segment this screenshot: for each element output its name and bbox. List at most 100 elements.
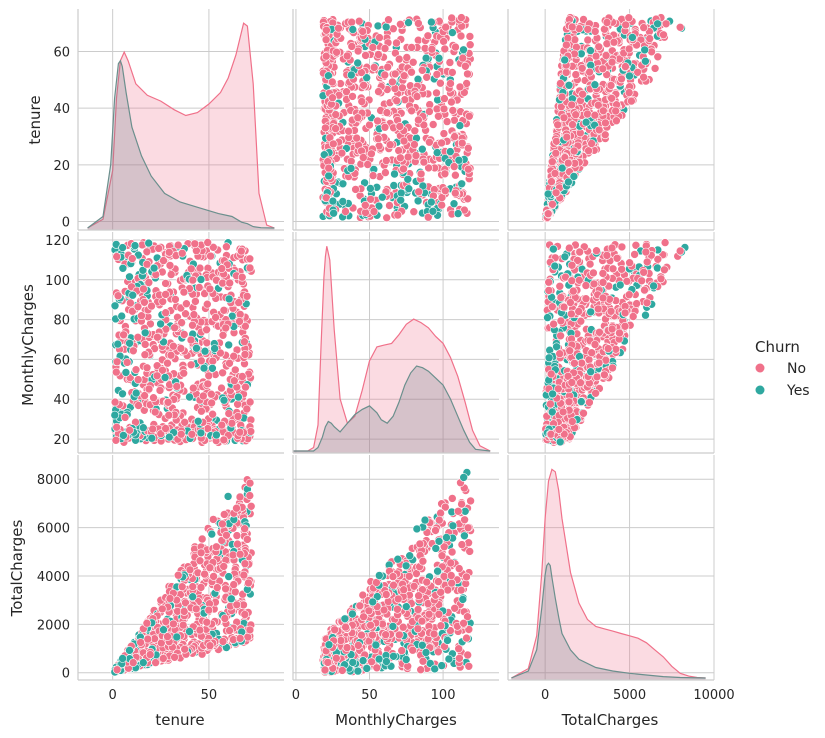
scatter-point-no bbox=[562, 40, 571, 50]
scatter-point-yes bbox=[543, 189, 553, 199]
scatter-point-yes bbox=[346, 164, 356, 173]
scatter-point-yes bbox=[543, 313, 552, 322]
scatter-point-yes bbox=[421, 53, 431, 63]
scatter-point-no bbox=[451, 42, 460, 52]
scatter-point-yes bbox=[560, 55, 570, 65]
scatter-point-no bbox=[240, 524, 249, 534]
scatter-point-no bbox=[200, 569, 209, 579]
scatter-point-yes bbox=[615, 280, 625, 290]
scatter-point-yes bbox=[564, 177, 573, 187]
scatter-point-no bbox=[348, 92, 357, 101]
scatter-point-no bbox=[579, 15, 588, 24]
scatter-point-no bbox=[112, 422, 121, 432]
ytick-label: 0 bbox=[62, 216, 70, 231]
scatter-point-no bbox=[208, 409, 217, 419]
scatter-point-no bbox=[170, 323, 179, 333]
scatter-point-no bbox=[225, 626, 234, 635]
scatter-point-no bbox=[163, 397, 173, 407]
scatter-point-yes bbox=[338, 179, 348, 189]
scatter-point-no bbox=[594, 42, 604, 52]
scatter-point-no bbox=[246, 427, 256, 436]
scatter-point-no bbox=[556, 79, 565, 88]
scatter-point-no bbox=[594, 125, 604, 135]
scatter-point-no bbox=[186, 360, 196, 370]
scatter-point-yes bbox=[138, 265, 148, 275]
scatter-point-no bbox=[637, 276, 647, 286]
scatter-point-no bbox=[232, 503, 241, 513]
scatter-point-no bbox=[607, 94, 616, 103]
scatter-point-yes bbox=[224, 294, 234, 304]
scatter-point-yes bbox=[196, 428, 206, 438]
scatter-point-no bbox=[225, 278, 234, 288]
scatter-point-no bbox=[585, 259, 595, 269]
scatter-point-no bbox=[558, 407, 568, 417]
scatter-point-no bbox=[209, 572, 218, 581]
scatter-point-no bbox=[185, 565, 195, 575]
scatter-point-no bbox=[219, 562, 228, 571]
scatter-point-no bbox=[553, 120, 563, 130]
scatter-point-no bbox=[544, 286, 554, 295]
scatter-point-yes bbox=[125, 646, 134, 655]
scatter-point-yes bbox=[185, 392, 194, 402]
scatter-point-no bbox=[207, 389, 216, 399]
scatter-point-no bbox=[179, 607, 189, 616]
scatter-point-no bbox=[229, 580, 238, 589]
scatter-point-no bbox=[661, 19, 671, 29]
scatter-point-no bbox=[171, 295, 180, 304]
scatter-point-no bbox=[660, 265, 669, 275]
scatter-point-no bbox=[608, 363, 617, 373]
scatter-point-no bbox=[153, 332, 162, 342]
scatter-point-no bbox=[581, 294, 591, 304]
scatter-point-no bbox=[642, 298, 652, 308]
scatter-point-yes bbox=[457, 179, 467, 189]
scatter-point-yes bbox=[432, 148, 442, 157]
scatter-point-no bbox=[221, 323, 230, 333]
scatter-point-no bbox=[576, 378, 585, 388]
scatter-point-yes bbox=[428, 207, 438, 216]
scatter-point-no bbox=[204, 605, 214, 615]
scatter-point-yes bbox=[160, 373, 170, 382]
scatter-point-yes bbox=[448, 28, 457, 37]
scatter-point-no bbox=[133, 375, 143, 384]
scatter-point-no bbox=[579, 408, 588, 418]
scatter-point-no bbox=[186, 335, 196, 345]
scatter-point-no bbox=[567, 276, 577, 286]
scatter-point-no bbox=[570, 358, 579, 368]
scatter-point-no bbox=[375, 33, 384, 42]
scatter-point-no bbox=[567, 309, 576, 319]
scatter-point-no bbox=[219, 435, 229, 445]
scatter-point-no bbox=[601, 51, 611, 60]
panel-content bbox=[110, 238, 256, 447]
scatter-point-yes bbox=[210, 344, 219, 353]
kde-fill-tenure-yes bbox=[87, 60, 275, 230]
scatter-point-no bbox=[241, 382, 250, 392]
scatter-point-no bbox=[165, 594, 175, 603]
scatter-point-no bbox=[621, 62, 630, 71]
scatter-point-no bbox=[557, 92, 567, 102]
scatter-point-no bbox=[166, 350, 176, 360]
scatter-point-yes bbox=[131, 388, 141, 398]
scatter-point-no bbox=[126, 298, 135, 308]
scatter-point-no bbox=[607, 243, 617, 253]
scatter-point-no bbox=[461, 62, 470, 71]
scatter-point-no bbox=[321, 35, 331, 45]
scatter-point-no bbox=[399, 136, 409, 146]
scatter-point-yes bbox=[427, 17, 436, 27]
scatter-point-no bbox=[142, 259, 152, 269]
scatter-point-no bbox=[615, 328, 624, 338]
scatter-point-yes bbox=[147, 433, 157, 443]
scatter-point-no bbox=[151, 658, 160, 667]
scatter-point-no bbox=[465, 40, 475, 50]
scatter-point-no bbox=[328, 93, 337, 102]
scatter-point-yes bbox=[227, 594, 236, 604]
scatter-point-yes bbox=[338, 197, 348, 206]
scatter-point-no bbox=[165, 261, 175, 270]
scatter-point-no bbox=[630, 250, 639, 259]
scatter-point-no bbox=[427, 44, 437, 54]
scatter-point-no bbox=[414, 115, 423, 125]
scatter-point-no bbox=[112, 665, 122, 675]
scatter-point-no bbox=[173, 570, 183, 580]
scatter-point-no bbox=[178, 620, 188, 630]
scatter-point-no bbox=[128, 658, 138, 667]
scatter-point-yes bbox=[413, 196, 423, 206]
